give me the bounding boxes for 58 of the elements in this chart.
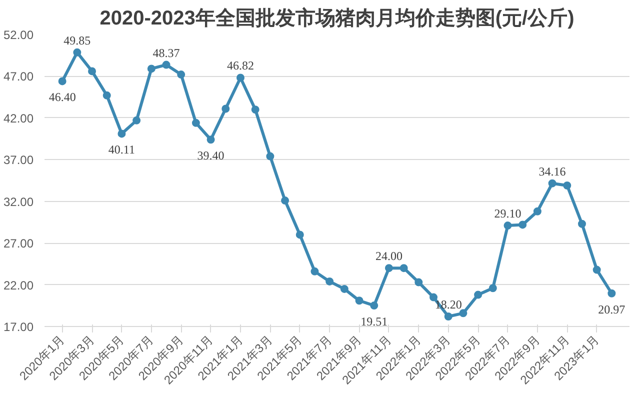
point: [192, 118, 200, 127]
point: [430, 293, 438, 302]
chart-title: 2020-2023年全国批发市场猪肉月均价走势图(元/公斤): [100, 6, 574, 30]
point: [251, 106, 260, 114]
y-tick-label: 52.00: [3, 28, 34, 42]
data-label: 20.97: [598, 302, 626, 316]
point: [310, 267, 319, 276]
y-tick-label: 32.00: [3, 194, 34, 209]
point: [504, 222, 512, 230]
point: [58, 77, 66, 86]
point: [340, 284, 348, 293]
point: [88, 67, 96, 76]
point: [326, 277, 334, 286]
point: [578, 220, 586, 228]
point: [518, 220, 527, 229]
data-label: 40.11: [108, 142, 135, 157]
data-label: 48.37: [152, 46, 180, 60]
point: [281, 196, 290, 205]
point: [177, 70, 186, 79]
point: [384, 264, 393, 272]
point: [563, 182, 572, 190]
point: [548, 179, 556, 188]
y-tick-label: 22.00: [3, 278, 34, 292]
y-tick-label: 42.00: [3, 111, 34, 126]
point: [355, 296, 364, 305]
point: [400, 264, 408, 272]
data-label: 46.82: [226, 58, 254, 73]
data-label: 39.40: [197, 148, 224, 163]
point: [370, 302, 378, 310]
point: [488, 284, 497, 292]
data-label: 29.10: [494, 206, 522, 221]
point: [147, 64, 156, 73]
point: [444, 312, 452, 320]
data-label: 46.40: [48, 90, 76, 104]
point: [592, 266, 601, 274]
data-label: 49.85: [64, 33, 91, 48]
y-tick-label: 17.00: [3, 320, 34, 334]
data-label: 19.51: [360, 314, 388, 329]
point: [132, 116, 141, 124]
point: [533, 207, 542, 216]
point: [102, 91, 111, 100]
y-tick-label: 37.00: [3, 153, 34, 168]
point: [266, 152, 274, 160]
point: [118, 130, 126, 138]
point: [414, 278, 423, 286]
point: [296, 230, 304, 239]
data-label: 24.00: [375, 249, 402, 264]
y-tick-label: 27.00: [3, 236, 34, 251]
point: [608, 289, 616, 298]
point: [206, 136, 215, 144]
point: [236, 74, 244, 82]
point: [474, 290, 482, 299]
y-tick-label: 47.00: [3, 70, 34, 84]
point: [73, 48, 82, 56]
point: [222, 104, 230, 113]
point: [162, 60, 170, 69]
point: [459, 309, 468, 318]
data-label: 34.16: [538, 164, 566, 178]
